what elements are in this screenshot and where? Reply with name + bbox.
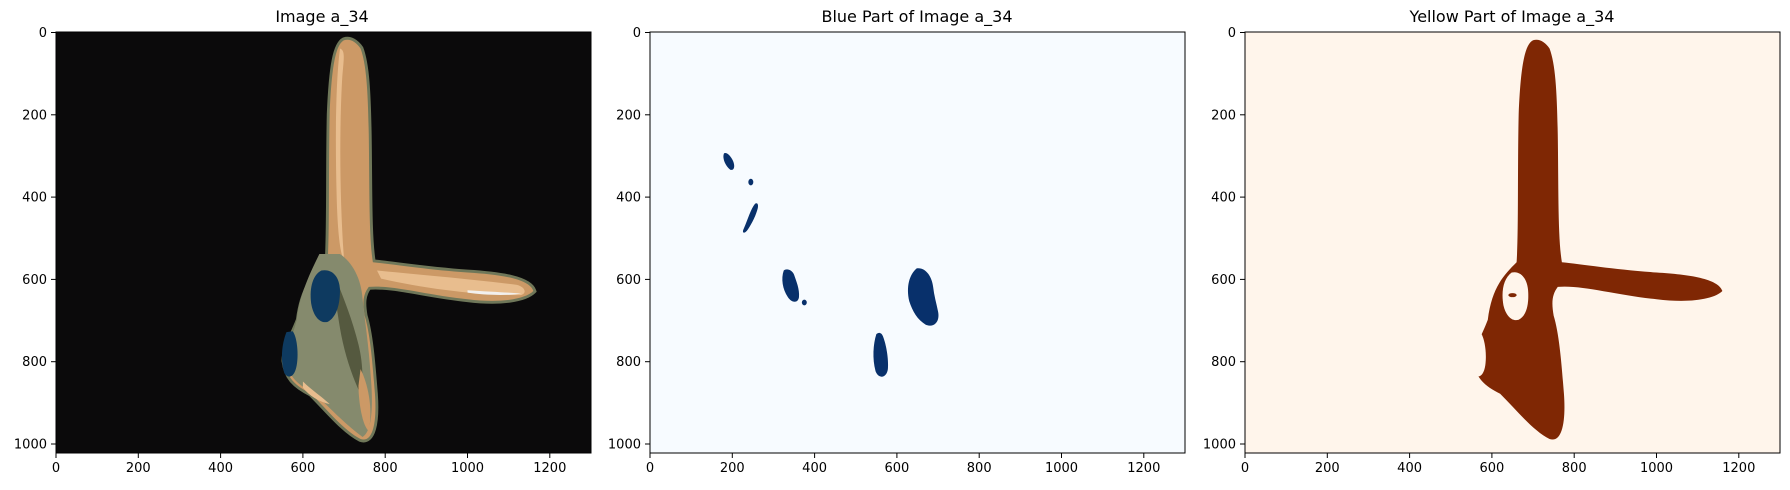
y-tick-label: 0 xyxy=(1228,26,1236,41)
plot-frame xyxy=(649,31,1186,454)
panel-yellow-part: Yellow Part of Image a_34 0 200 400 600 … xyxy=(1203,7,1781,476)
x-axis: 0 200 400 600 800 1000 1200 xyxy=(1241,453,1755,476)
y-tick-label: 600 xyxy=(616,273,641,288)
x-tick-label: 400 xyxy=(208,461,233,476)
x-tick-label: 400 xyxy=(1397,461,1422,476)
navy-blob-lower xyxy=(281,331,298,377)
image-background xyxy=(650,32,1185,453)
x-tick-label: 800 xyxy=(373,461,398,476)
x-tick-label: 0 xyxy=(52,461,60,476)
plot-area xyxy=(1245,32,1780,453)
y-axis: 0 200 400 600 800 1000 xyxy=(1203,26,1245,453)
x-axis: 0 200 400 600 800 1000 1200 xyxy=(52,453,566,476)
panel-original-image: Image a_34 0 200 400 600 800 xyxy=(14,7,592,476)
navy-blob-upper xyxy=(310,270,340,323)
lower-olive-region xyxy=(286,254,372,437)
y-tick-label: 1000 xyxy=(608,438,641,453)
x-tick-label: 800 xyxy=(967,461,992,476)
panel-title: Blue Part of Image a_34 xyxy=(821,7,1012,27)
x-tick-label: 1200 xyxy=(1127,461,1160,476)
x-tick-label: 1000 xyxy=(1045,461,1078,476)
blue-blob xyxy=(801,299,807,306)
x-tick-label: 600 xyxy=(1479,461,1504,476)
x-tick-label: 200 xyxy=(1315,461,1340,476)
branch-highlight xyxy=(377,270,525,296)
x-tick-label: 1000 xyxy=(1640,461,1673,476)
x-tick-label: 800 xyxy=(1562,461,1587,476)
blue-blob xyxy=(742,203,759,233)
plot-frame xyxy=(55,31,592,454)
lower-tan-patch-left xyxy=(302,381,330,405)
y-tick-label: 800 xyxy=(616,355,641,370)
y-tick-label: 400 xyxy=(22,191,47,206)
y-tick-label: 1000 xyxy=(14,438,47,453)
y-tick-label: 600 xyxy=(1211,273,1236,288)
x-tick-label: 200 xyxy=(126,461,151,476)
y-tick-label: 0 xyxy=(633,26,641,41)
plot-area xyxy=(650,32,1185,453)
y-axis: 0 200 400 600 800 1000 xyxy=(608,26,650,453)
lower-dark-region xyxy=(335,278,363,394)
y-tick-label: 0 xyxy=(39,26,47,41)
x-tick-label: 1000 xyxy=(451,461,484,476)
y-tick-label: 400 xyxy=(1211,191,1236,206)
blue-blob xyxy=(873,332,889,377)
x-tick-label: 600 xyxy=(290,461,315,476)
x-tick-label: 1200 xyxy=(533,461,566,476)
mask-hole xyxy=(1470,331,1486,377)
y-tick-label: 200 xyxy=(1211,108,1236,123)
mask-spot xyxy=(1508,293,1517,298)
y-tick-label: 400 xyxy=(616,191,641,206)
blue-blob xyxy=(907,268,939,326)
plot-area xyxy=(56,32,591,453)
x-tick-label: 200 xyxy=(720,461,745,476)
panel-blue-part: Blue Part of Image a_34 0 200 400 600 80… xyxy=(608,7,1186,476)
lower-tan-patch xyxy=(358,369,371,431)
y-axis: 0 200 400 600 800 1000 xyxy=(14,26,56,453)
x-tick-label: 0 xyxy=(646,461,654,476)
x-axis: 0 200 400 600 800 1000 1200 xyxy=(646,453,1160,476)
panel-title: Image a_34 xyxy=(275,7,368,27)
blue-blob xyxy=(782,269,800,302)
y-tick-label: 600 xyxy=(22,273,47,288)
blue-blob xyxy=(748,178,754,186)
stem-highlight xyxy=(335,48,345,261)
x-tick-label: 600 xyxy=(884,461,909,476)
y-tick-label: 1000 xyxy=(1203,438,1236,453)
panel-title: Yellow Part of Image a_34 xyxy=(1409,7,1615,27)
y-tick-label: 200 xyxy=(616,108,641,123)
blue-blob xyxy=(723,152,735,170)
x-tick-label: 400 xyxy=(802,461,827,476)
x-tick-label: 1200 xyxy=(1722,461,1755,476)
y-tick-label: 800 xyxy=(22,355,47,370)
branch-shine xyxy=(467,290,522,295)
x-tick-label: 0 xyxy=(1241,461,1249,476)
plot-frame xyxy=(1244,31,1781,454)
y-tick-label: 800 xyxy=(1211,355,1236,370)
y-tick-label: 200 xyxy=(22,108,47,123)
